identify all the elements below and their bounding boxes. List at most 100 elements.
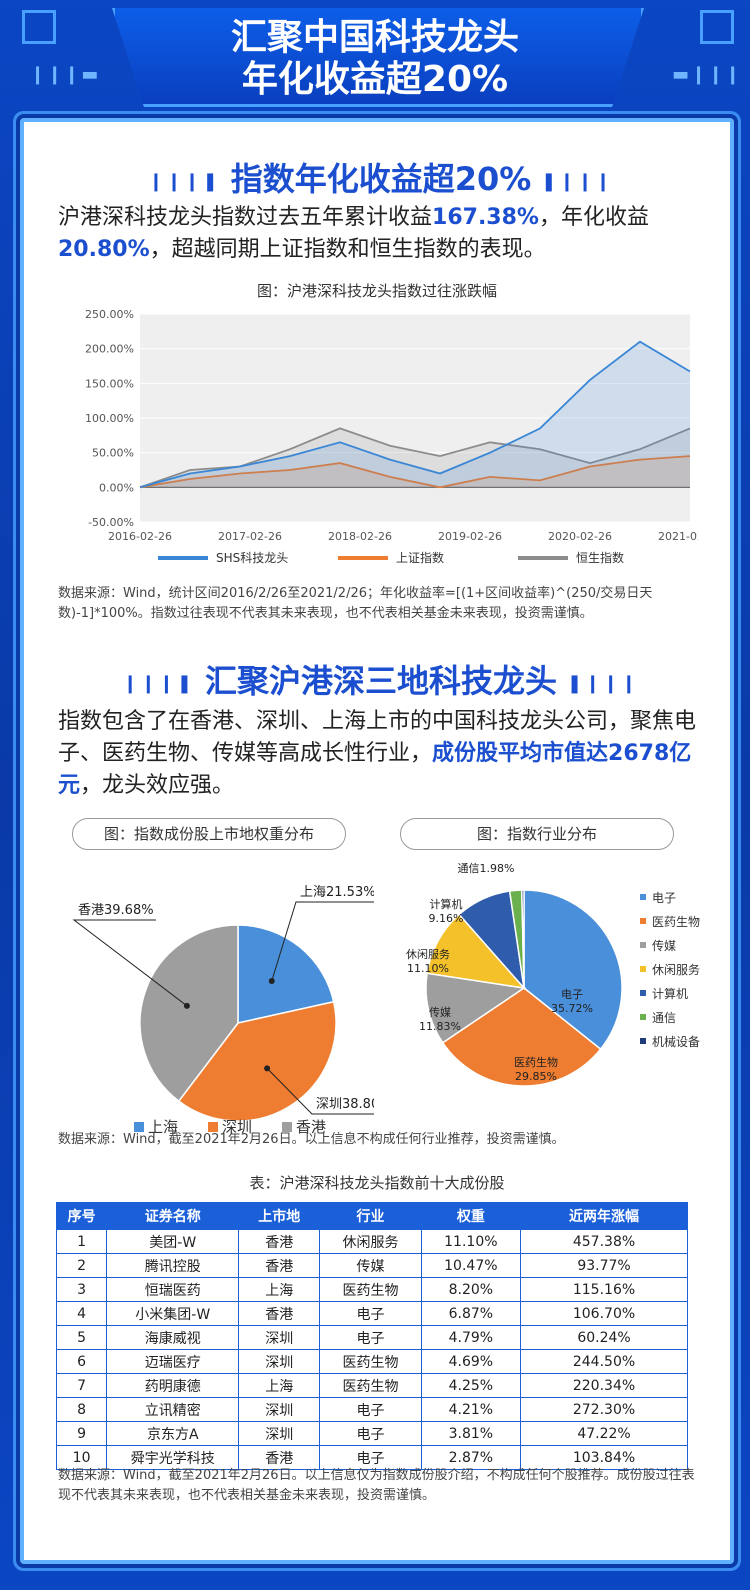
legend-swatch bbox=[640, 1038, 646, 1044]
table-cell: 医药生物 bbox=[319, 1373, 422, 1398]
table-cell: 香港 bbox=[238, 1253, 321, 1278]
bars-icon: ❙❙❙❚ bbox=[122, 672, 195, 694]
table-cell: 2 bbox=[55, 1253, 108, 1278]
line-chart: 250.00% 200.00% 150.00% 100.00% 50.00% 0.00% -… bbox=[85, 308, 698, 565]
table-cell: 4.25% bbox=[420, 1373, 522, 1398]
table-cell: 10.47% bbox=[420, 1253, 522, 1278]
table-cell: 香港 bbox=[238, 1445, 321, 1470]
section2-title: ❙❙❙❚ 汇聚沪港深三地科技龙头 ❚❙❙❙ bbox=[122, 662, 640, 700]
table-row: 7 药明康德 上海 医药生物 4.25% 220.34% bbox=[55, 1373, 688, 1398]
legend-label: 通信 bbox=[652, 1011, 676, 1025]
bars-icon: ❙❙❙❚ bbox=[148, 170, 221, 192]
legend-label: 传媒 bbox=[652, 938, 676, 953]
table-cell: 115.16% bbox=[520, 1277, 688, 1302]
table-cell: 电子 bbox=[319, 1301, 422, 1326]
table-cell: 8.20% bbox=[420, 1277, 522, 1302]
legend-label: 上海 bbox=[148, 1118, 178, 1136]
table-header-cell: 证券名称 bbox=[106, 1202, 240, 1230]
header-title-line1: 汇聚中国科技龙头 bbox=[230, 17, 519, 58]
corner-deco-left bbox=[22, 10, 56, 44]
legend-label: 香港 bbox=[296, 1118, 326, 1136]
pie-label: 香港39.68% bbox=[78, 903, 154, 918]
table-row: 2 腾讯控股 香港 传媒 10.47% 93.77% bbox=[55, 1253, 688, 1278]
table-cell: 电子 bbox=[319, 1445, 422, 1470]
header-banner bbox=[112, 8, 644, 107]
pie-leader-line bbox=[266, 1068, 374, 1115]
table-cell: 1 bbox=[55, 1229, 108, 1254]
table-cell: 60.24% bbox=[520, 1325, 688, 1350]
table-cell: 海康威视 bbox=[106, 1325, 240, 1350]
legend-swatch bbox=[640, 894, 646, 900]
table-cell: 深圳 bbox=[238, 1421, 321, 1446]
table-cell: 香港 bbox=[238, 1301, 321, 1326]
table-cell: 4 bbox=[55, 1301, 108, 1326]
line-chart-caption: 图：沪港深科技龙头指数过往涨跌幅 bbox=[256, 282, 497, 300]
bars-icon: ❚❙❙❙ bbox=[567, 672, 640, 694]
table-cell: 9 bbox=[55, 1421, 108, 1446]
table-cell: 香港 bbox=[238, 1229, 321, 1254]
table-cell: 6 bbox=[55, 1349, 108, 1374]
pie-label: 计算机 bbox=[430, 897, 463, 911]
table-header-cell: 上市地 bbox=[238, 1202, 321, 1230]
table-cell: 4.79% bbox=[420, 1325, 522, 1350]
table-cell: 5 bbox=[55, 1325, 108, 1350]
table-cell: 立讯精密 bbox=[106, 1397, 240, 1422]
pie-slice bbox=[177, 1000, 337, 1122]
legend-swatch bbox=[640, 918, 646, 924]
table-cell: 93.77% bbox=[520, 1253, 688, 1278]
pie-label: 11.83% bbox=[419, 1020, 461, 1033]
table-cell: 106.70% bbox=[520, 1301, 688, 1326]
table-cell: 电子 bbox=[319, 1397, 422, 1422]
legend-label: SHS科技龙头 bbox=[216, 551, 288, 565]
table-cell: 药明康德 bbox=[106, 1373, 240, 1398]
table-cell: 腾讯控股 bbox=[106, 1253, 240, 1278]
pie-chart-industry: 电子35.72%医药生物29.85%传媒11.83%休闲服务11.10%计算机9… bbox=[406, 862, 700, 1087]
table-cell: 2.87% bbox=[420, 1445, 522, 1470]
legend-swatch bbox=[640, 990, 646, 996]
series-line bbox=[139, 340, 691, 489]
table-cell: 传媒 bbox=[319, 1253, 422, 1278]
section1-paragraph: 沪港深科技龙头指数过去五年累计收益167.38%，年化收益20.80%，超越同期… bbox=[58, 205, 649, 262]
pie-slice bbox=[139, 924, 239, 1103]
stripe-deco-left: ❙❙❙▬ bbox=[30, 64, 101, 85]
pie-slice bbox=[441, 987, 602, 1087]
pie-slice bbox=[425, 972, 527, 1044]
legend-label: 恒生指数 bbox=[576, 550, 624, 565]
table-cell: 休闲服务 bbox=[319, 1229, 422, 1254]
y-tick-label: -50.00% bbox=[88, 516, 134, 529]
table-cell: 美团-W bbox=[106, 1229, 240, 1254]
x-tick-label: 2021-02-26 bbox=[658, 530, 698, 543]
table-cell: 103.84% bbox=[520, 1445, 688, 1470]
pie-label: 深圳38.80% bbox=[316, 1097, 374, 1112]
table-cell: 3.81% bbox=[420, 1421, 522, 1446]
pie-label: 通信1.98% bbox=[458, 862, 515, 875]
y-tick-label: 150.00% bbox=[85, 377, 134, 390]
pie-label: 上海21.53% bbox=[300, 885, 374, 900]
table-cell: 7 bbox=[55, 1373, 108, 1398]
legend-swatch bbox=[208, 1122, 218, 1132]
legend-label: 休闲服务 bbox=[652, 962, 700, 977]
pie-label: 休闲服务 bbox=[406, 947, 450, 961]
table-cell: 小米集团-W bbox=[106, 1301, 240, 1326]
table-cell: 电子 bbox=[319, 1325, 422, 1350]
table-cell: 8 bbox=[55, 1397, 108, 1422]
pie-slice bbox=[521, 889, 525, 989]
table-row: 9 京东方A 深圳 电子 3.81% 47.22% bbox=[55, 1421, 688, 1446]
table-cell: 深圳 bbox=[238, 1397, 321, 1422]
table-cell: 恒瑞医药 bbox=[106, 1277, 240, 1302]
table-row: 5 海康威视 深圳 电子 4.79% 60.24% bbox=[55, 1325, 688, 1350]
x-tick-label: 2019-02-26 bbox=[438, 530, 502, 543]
pie-label: 11.10% bbox=[407, 962, 449, 975]
table-row: 6 迈瑞医疗 深圳 医药生物 4.69% 244.50% bbox=[55, 1349, 688, 1374]
legend-label: 电子 bbox=[652, 891, 676, 905]
legend-swatch bbox=[640, 942, 646, 948]
pie-label: 传媒 bbox=[429, 1006, 451, 1019]
y-tick-label: 200.00% bbox=[85, 343, 134, 356]
section2-paragraph: 指数包含了在香港、深圳、上海上市的中国科技龙头公司，聚焦电子、医药生物、传媒等高… bbox=[58, 709, 697, 798]
legend-swatch bbox=[282, 1122, 292, 1132]
series-area bbox=[140, 456, 690, 488]
x-tick-label: 2020-02-26 bbox=[548, 530, 612, 543]
table-cell: 上海 bbox=[238, 1373, 321, 1398]
series-area bbox=[140, 428, 690, 488]
